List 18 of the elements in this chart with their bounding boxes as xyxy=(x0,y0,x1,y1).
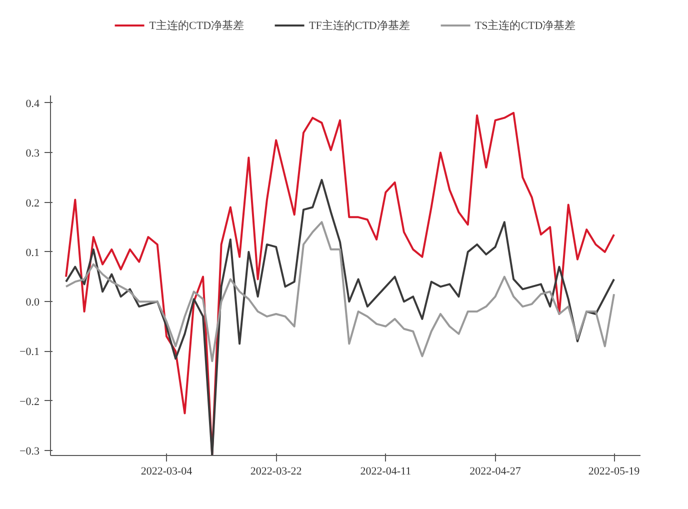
x-tick-label: 2022-04-27 xyxy=(470,466,522,478)
y-tick-label: 0.3 xyxy=(26,148,40,160)
y-tick-label: −0.3 xyxy=(20,446,40,458)
y-tick-label: 0.1 xyxy=(26,246,40,259)
y-tick-label: 0.2 xyxy=(26,197,40,210)
line-series xyxy=(65,221,616,362)
y-tick-label: 0.4 xyxy=(26,98,40,110)
line-series xyxy=(65,178,616,456)
x-tick-label: 2022-04-11 xyxy=(360,466,412,478)
x-tick-label: 2022-05-19 xyxy=(588,466,640,478)
legend-label: T主连的CTD净基差 xyxy=(149,18,244,32)
x-tick-label: 2022-03-22 xyxy=(250,466,302,478)
y-tick-label: 0.0 xyxy=(26,296,40,309)
x-tick-label: 2022-03-04 xyxy=(140,466,193,478)
y-tick-label: −0.1 xyxy=(20,346,40,358)
legend-label: TF主连的CTD净基差 xyxy=(309,18,410,32)
y-tick-label: −0.2 xyxy=(20,396,40,408)
legend-label: TS主连的CTD净基差 xyxy=(474,18,576,32)
